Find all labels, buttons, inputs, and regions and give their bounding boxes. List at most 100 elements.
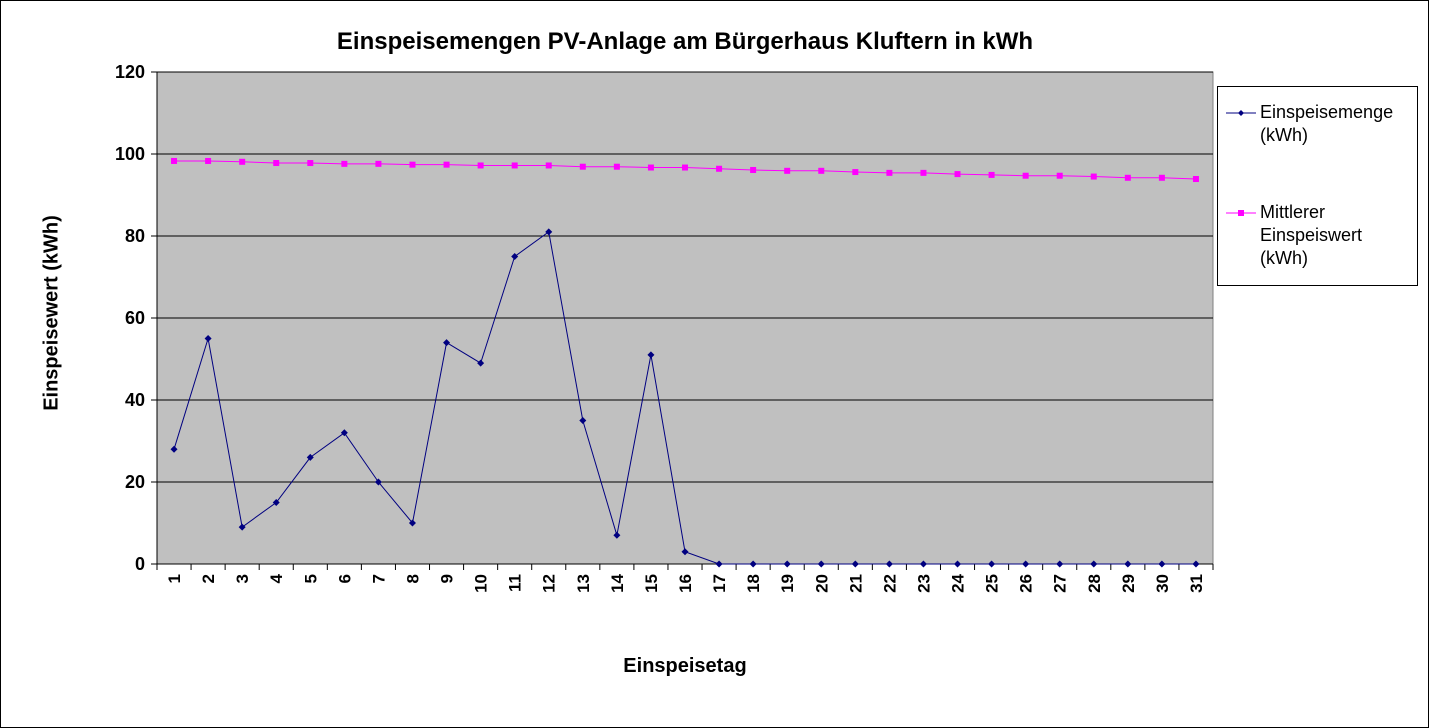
data-point bbox=[1124, 560, 1132, 568]
data-point bbox=[647, 351, 655, 359]
data-point bbox=[511, 162, 518, 169]
data-point bbox=[818, 167, 825, 174]
data-point bbox=[341, 160, 348, 167]
data-point bbox=[239, 158, 246, 165]
data-point bbox=[477, 162, 484, 169]
data-point bbox=[852, 169, 859, 176]
data-point bbox=[545, 228, 553, 236]
data-point bbox=[205, 157, 212, 164]
data-point bbox=[954, 171, 961, 178]
data-point bbox=[1192, 176, 1199, 183]
x-tick-label: 10 bbox=[472, 574, 491, 593]
x-tick-label: 19 bbox=[778, 574, 797, 593]
x-tick-label: 14 bbox=[608, 573, 627, 592]
data-point bbox=[1158, 560, 1166, 568]
series-layer bbox=[170, 157, 1200, 568]
data-point bbox=[374, 478, 382, 486]
x-tick-label: 24 bbox=[949, 573, 968, 592]
data-point bbox=[1056, 172, 1063, 179]
x-tick-label: 21 bbox=[846, 574, 865, 593]
data-point bbox=[579, 417, 587, 424]
data-point bbox=[885, 560, 893, 568]
legend-label-einspeisemenge: Einspeisemenge (kWh) bbox=[1260, 102, 1394, 145]
data-point bbox=[954, 560, 962, 568]
data-point bbox=[681, 548, 689, 556]
legend-label-mittlerer: Mittlerer Einspeiswert (kWh) bbox=[1260, 202, 1363, 268]
data-point bbox=[613, 531, 621, 539]
data-point bbox=[443, 339, 451, 347]
data-point bbox=[272, 499, 280, 506]
x-tick-label: 2 bbox=[199, 574, 218, 583]
data-point bbox=[1124, 174, 1131, 181]
x-tick-labels: 1 2 3 4 5 6 7 8 9 10 11 12 13 14 15 16 17 18 19 20 21 22 23 24 2… bbox=[165, 573, 1206, 592]
series-2 bbox=[171, 157, 1199, 183]
y-tick-label: 100 bbox=[115, 144, 145, 164]
data-point bbox=[204, 335, 212, 342]
y-tick-labels: 0 20 40 60 80 100 120 bbox=[115, 62, 145, 574]
data-point bbox=[477, 359, 485, 367]
x-axis-label: Einspeisetag bbox=[623, 655, 747, 677]
x-tick-label: 27 bbox=[1051, 574, 1070, 593]
data-point bbox=[920, 169, 927, 176]
x-tick-label: 29 bbox=[1119, 574, 1138, 593]
data-point bbox=[511, 253, 519, 260]
x-tick-label: 15 bbox=[642, 574, 661, 593]
data-point bbox=[886, 169, 893, 176]
data-point bbox=[273, 160, 280, 167]
x-tick-label: 31 bbox=[1187, 574, 1206, 593]
chart-title: Einspeisemengen PV-Anlage am Bürgerhaus … bbox=[336, 28, 1034, 55]
y-tick-label: 40 bbox=[125, 390, 145, 410]
legend-swatch-einspeisemenge bbox=[1226, 110, 1256, 116]
data-point bbox=[170, 445, 178, 453]
data-point bbox=[749, 560, 757, 568]
x-tick-label: 16 bbox=[676, 574, 695, 593]
x-tick-label: 3 bbox=[233, 574, 252, 583]
x-tick-label: 23 bbox=[914, 574, 933, 593]
data-point bbox=[750, 166, 757, 173]
x-tick-label: 17 bbox=[710, 574, 729, 593]
data-point bbox=[851, 560, 859, 568]
data-point bbox=[1192, 560, 1200, 568]
x-tick-label: 8 bbox=[403, 574, 422, 583]
data-point bbox=[1022, 172, 1029, 179]
y-tick-label: 60 bbox=[125, 308, 145, 328]
data-point bbox=[1056, 560, 1064, 568]
x-tick-label: 28 bbox=[1085, 574, 1104, 593]
x-tick-label: 20 bbox=[812, 574, 831, 593]
legend-swatch-mittlerer bbox=[1226, 210, 1256, 216]
x-tick-label: 13 bbox=[574, 574, 593, 593]
x-tick-label: 25 bbox=[983, 574, 1002, 593]
data-point bbox=[1090, 560, 1098, 568]
x-tick-label: 22 bbox=[880, 574, 899, 593]
x-tick-label: 30 bbox=[1153, 574, 1172, 593]
series-1 bbox=[170, 228, 1200, 568]
y-tick-label: 20 bbox=[125, 472, 145, 492]
data-point bbox=[409, 161, 416, 168]
x-tick-label: 11 bbox=[506, 574, 525, 592]
data-point bbox=[817, 560, 825, 568]
data-point bbox=[238, 523, 246, 531]
x-tick-label: 12 bbox=[540, 574, 559, 593]
data-point bbox=[307, 160, 314, 167]
y-tick-label: 0 bbox=[135, 554, 145, 574]
data-point bbox=[545, 162, 552, 169]
x-tick-label: 7 bbox=[369, 574, 388, 583]
x-tick-label: 26 bbox=[1017, 574, 1036, 593]
legend: Einspeisemenge (kWh) Mittlerer Einspeisw… bbox=[1217, 86, 1418, 286]
data-point bbox=[579, 163, 586, 170]
data-point bbox=[340, 429, 348, 437]
y-tick-label: 80 bbox=[125, 226, 145, 246]
data-point bbox=[783, 560, 791, 568]
data-point bbox=[647, 164, 654, 171]
x-tick-label: 9 bbox=[438, 574, 457, 583]
data-point bbox=[716, 165, 723, 172]
data-point bbox=[988, 560, 996, 568]
data-point bbox=[408, 519, 416, 527]
data-point bbox=[1022, 560, 1030, 568]
y-tick-label: 120 bbox=[115, 62, 145, 82]
data-point bbox=[715, 560, 723, 568]
data-point bbox=[919, 560, 927, 568]
data-point bbox=[443, 161, 450, 168]
gridlines bbox=[151, 71, 1213, 565]
